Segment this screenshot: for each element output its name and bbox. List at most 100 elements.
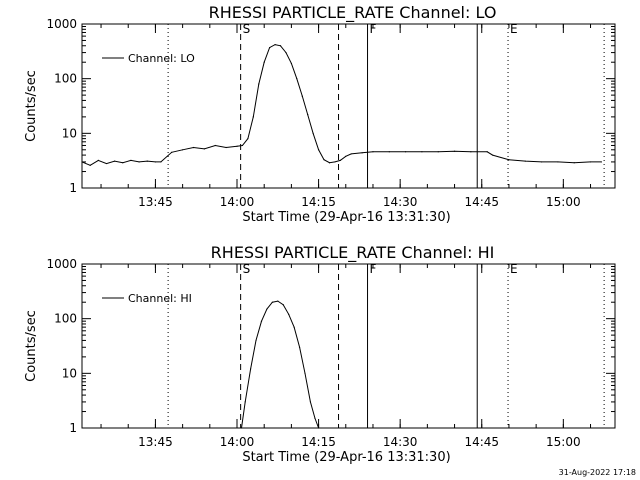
x-tick-label: 14:30 — [383, 435, 418, 449]
data-point — [160, 161, 162, 163]
chart-panel-hi: RHESSI PARTICLE_RATE Channel: HIS F E 13:45… — [24, 243, 616, 465]
data-point — [293, 326, 295, 328]
data-point — [214, 144, 216, 147]
data-point — [236, 145, 238, 147]
legend-entry: Channel: HI — [128, 292, 192, 305]
x-tick-label: 13:45 — [138, 435, 173, 449]
data-point — [486, 151, 488, 153]
data-point — [263, 61, 265, 63]
data-point — [314, 417, 316, 419]
data-point — [279, 45, 282, 47]
data-point — [372, 151, 374, 153]
data-point — [192, 146, 195, 149]
data-point — [388, 151, 390, 153]
y-tick-label: 10 — [62, 366, 77, 380]
data-point — [301, 95, 303, 97]
data-point — [328, 162, 331, 164]
x-tick-label: 14:45 — [464, 195, 499, 209]
data-point — [154, 161, 157, 163]
data-point — [304, 372, 306, 374]
data-point — [312, 132, 314, 134]
data-point — [274, 43, 276, 46]
data-point — [345, 155, 347, 157]
y-axis-label: Counts/sec — [24, 70, 39, 142]
y-tick-label: 1 — [69, 421, 77, 435]
data-point — [508, 159, 510, 161]
data-point — [182, 149, 184, 151]
data-point — [524, 160, 526, 162]
x-tick-label: 14:15 — [301, 435, 336, 449]
data-point — [589, 161, 592, 163]
data-point — [258, 83, 260, 85]
footer-timestamp: 31-Aug-2022 17:18 — [559, 468, 636, 477]
data-point — [317, 149, 320, 151]
data-point — [277, 300, 279, 302]
chart-panel-lo: RHESSI PARTICLE_RATE Channel: LOS F E 13:45… — [24, 3, 616, 225]
data-point — [540, 161, 543, 163]
data-point — [282, 304, 284, 306]
data-point — [285, 51, 287, 54]
x-tick-label: 14:00 — [220, 195, 255, 209]
data-point — [250, 368, 252, 370]
x-tick-label: 15:00 — [546, 435, 581, 449]
data-point — [323, 159, 325, 161]
x-tick-label: 15:00 — [546, 195, 581, 209]
data-point — [260, 320, 263, 322]
data-point — [252, 116, 254, 118]
data-point — [437, 151, 439, 153]
y-tick-label: 1 — [69, 181, 77, 195]
data-point — [244, 401, 246, 403]
data-point — [255, 339, 257, 342]
x-axis-label: Start Time (29-Apr-16 13:31:30) — [242, 210, 450, 225]
y-tick-label: 100 — [54, 72, 77, 86]
data-point — [247, 138, 249, 140]
event-marker-label: E — [510, 262, 518, 276]
data-point — [203, 148, 205, 150]
y-tick-label: 1000 — [46, 257, 77, 271]
data-point — [271, 301, 273, 303]
x-tick-label: 13:45 — [138, 195, 173, 209]
data-point — [492, 154, 494, 156]
series-line — [241, 300, 320, 429]
data-point — [470, 151, 472, 153]
event-marker-label: S — [243, 262, 251, 276]
x-tick-label: 14:45 — [464, 435, 499, 449]
data-point — [97, 159, 99, 161]
plot-frame — [81, 23, 616, 189]
event-marker-label: S — [243, 22, 251, 36]
series-line — [81, 44, 602, 166]
data-point — [309, 401, 312, 403]
data-point — [600, 161, 603, 163]
data-point — [421, 151, 423, 153]
data-point — [361, 152, 363, 154]
y-tick-label: 10 — [62, 126, 77, 140]
data-point — [405, 151, 407, 153]
chart-title: RHESSI PARTICLE_RATE Channel: LO — [209, 3, 497, 23]
data-point — [290, 62, 292, 65]
data-point — [225, 146, 227, 149]
data-point — [296, 78, 298, 80]
plot-frame — [81, 263, 616, 429]
data-point — [241, 144, 244, 147]
data-point — [573, 162, 575, 164]
x-tick-label: 14:00 — [220, 435, 255, 449]
x-tick-label: 14:30 — [383, 195, 418, 209]
data-point — [350, 153, 352, 155]
data-point — [138, 161, 140, 163]
data-point — [288, 313, 290, 315]
data-point — [105, 162, 108, 165]
data-point — [122, 162, 124, 164]
data-point — [89, 164, 91, 166]
event-marker-label: E — [510, 22, 518, 36]
legend-entry: Channel: LO — [128, 52, 195, 65]
data-point — [453, 150, 456, 152]
data-point — [114, 160, 116, 162]
data-point — [171, 151, 173, 153]
data-point — [146, 160, 148, 162]
data-point — [130, 159, 132, 161]
data-point — [266, 308, 268, 310]
x-axis-label: Start Time (29-Apr-16 13:31:30) — [242, 450, 450, 465]
event-marker-label: F — [370, 262, 377, 276]
data-point — [269, 47, 271, 49]
